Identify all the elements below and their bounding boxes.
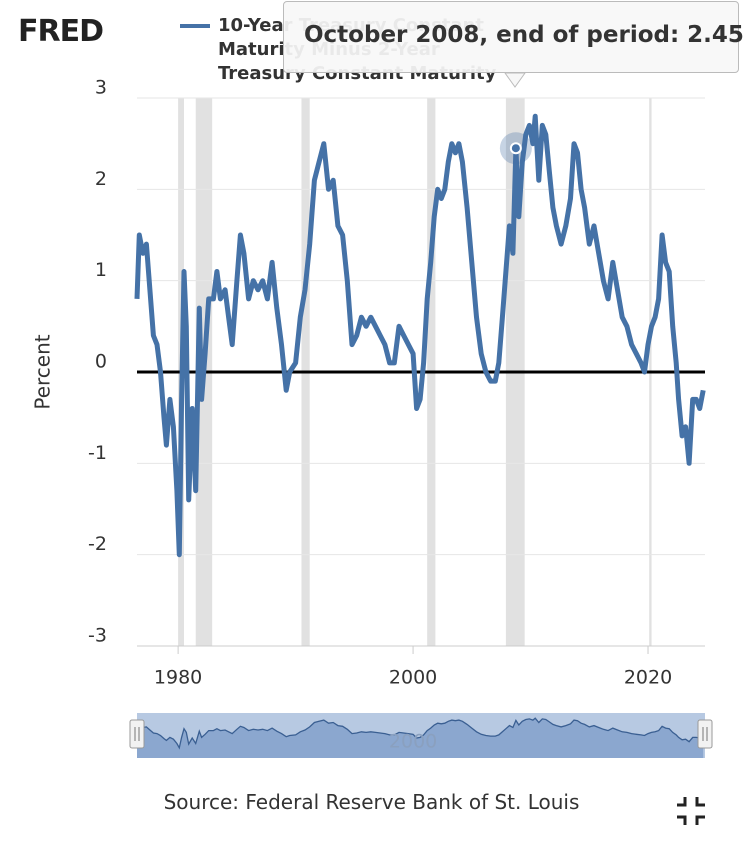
hover-point [509,142,522,155]
navigator-line [136,717,704,750]
y-axis-label: Percent [31,334,55,409]
logo: FRED [18,14,104,49]
y-tick-label: -1 [88,442,107,464]
tooltip: October 2008, end of period: 2.45 [283,1,743,73]
navigator-label: 2000 [389,731,437,753]
y-tick-label: -3 [88,625,107,647]
legend-swatch [180,24,210,28]
y-tick-label: 2 [95,168,107,190]
y-tick-label: 0 [95,351,107,373]
source: Source: Federal Reserve Bank of St. Loui… [163,790,580,814]
x-tick-label: 2000 [389,667,437,689]
handle-grip [134,727,140,741]
y-tick-label: 3 [95,77,107,99]
navigator-handle[interactable] [697,719,713,749]
x-tick-label: 2020 [624,667,672,689]
x-tick-label: 1980 [154,667,202,689]
navigator-area [137,718,704,758]
navigator-handle[interactable] [129,719,145,749]
y-tick-label: 1 [95,259,107,281]
series-line [134,113,706,558]
y-tick-label: -2 [88,533,107,555]
handle-grip [702,727,708,741]
